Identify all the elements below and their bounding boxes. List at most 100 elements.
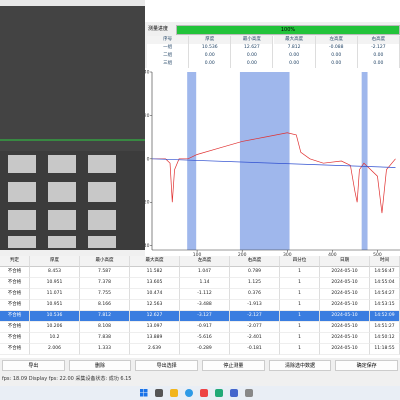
results-cell[interactable]: 13.605 xyxy=(130,278,180,289)
results-cell[interactable]: -3.127 xyxy=(180,311,230,322)
results-cell[interactable]: 2024-05-10 xyxy=(320,344,370,355)
results-cell[interactable]: 0.376 xyxy=(230,289,280,300)
results-cell[interactable]: 2024-05-10 xyxy=(320,333,370,344)
summary-cell: -2.127 xyxy=(358,44,400,52)
results-cell[interactable]: 10.951 xyxy=(30,300,80,311)
results-cell[interactable]: 10.951 xyxy=(30,278,80,289)
results-cell[interactable]: 13.097 xyxy=(130,322,180,333)
results-cell[interactable]: 7.587 xyxy=(80,267,130,278)
results-cell[interactable]: 10.474 xyxy=(130,289,180,300)
results-cell[interactable]: 1.047 xyxy=(180,267,230,278)
results-cell[interactable]: 1 xyxy=(280,289,320,300)
results-cell[interactable]: 14:51:27 xyxy=(370,322,400,333)
results-cell[interactable]: 14:55:04 xyxy=(370,278,400,289)
results-cell[interactable]: 11:18:55 xyxy=(370,344,400,355)
action-button[interactable]: 删除 xyxy=(68,360,132,371)
results-cell[interactable]: 2024-05-10 xyxy=(320,278,370,289)
results-cell[interactable]: 7.378 xyxy=(80,278,130,289)
results-cell[interactable]: -0.289 xyxy=(180,344,230,355)
taskbar-icon[interactable] xyxy=(215,389,223,397)
action-button[interactable]: 导出选择 xyxy=(135,360,198,371)
results-cell[interactable]: 1.333 xyxy=(80,344,130,355)
summary-header: 左高度 xyxy=(315,36,358,44)
taskbar-icon[interactable] xyxy=(185,389,193,397)
results-cell[interactable]: 2.639 xyxy=(130,344,180,355)
start-icon[interactable] xyxy=(140,389,148,397)
results-cell[interactable]: 不合格 xyxy=(0,311,30,322)
x-tick-label: 200 xyxy=(238,252,247,256)
taskbar-icon[interactable] xyxy=(230,389,238,397)
results-cell[interactable]: -0.917 xyxy=(180,322,230,333)
results-cell[interactable]: 2.006 xyxy=(30,344,80,355)
results-cell[interactable]: 8.108 xyxy=(80,322,130,333)
results-cell[interactable]: 2024-05-10 xyxy=(320,311,370,322)
results-cell[interactable]: -0.181 xyxy=(230,344,280,355)
summary-cell: 0.00 xyxy=(231,60,274,68)
results-cell[interactable]: -3.488 xyxy=(180,300,230,311)
results-cell[interactable]: 12.563 xyxy=(130,300,180,311)
results-cell[interactable]: 1 xyxy=(280,333,320,344)
results-cell[interactable]: 1 xyxy=(280,344,320,355)
results-cell[interactable]: 不合格 xyxy=(0,278,30,289)
results-cell[interactable]: -1.913 xyxy=(230,300,280,311)
results-cell[interactable]: 7.755 xyxy=(80,289,130,300)
taskbar-icon[interactable] xyxy=(155,389,163,397)
results-cell[interactable]: 0.789 xyxy=(230,267,280,278)
taskbar-icon[interactable] xyxy=(245,389,253,397)
action-button[interactable]: 导出 xyxy=(2,360,65,371)
results-cell[interactable]: 2024-05-10 xyxy=(320,322,370,333)
results-cell[interactable]: 1 xyxy=(280,311,320,322)
results-cell[interactable]: 不合格 xyxy=(0,267,30,278)
results-header: 时间 xyxy=(370,256,400,267)
results-cell[interactable]: 7.838 xyxy=(80,333,130,344)
results-cell[interactable]: 11.582 xyxy=(130,267,180,278)
results-cell[interactable]: 14:50:12 xyxy=(370,333,400,344)
results-cell[interactable]: 14:52:09 xyxy=(370,311,400,322)
results-cell[interactable]: 14:54:27 xyxy=(370,289,400,300)
y-tick-label: -20 xyxy=(145,200,150,206)
results-cell[interactable]: 不合格 xyxy=(0,300,30,311)
results-cell[interactable]: 1.14 xyxy=(180,278,230,289)
results-cell[interactable]: 13.889 xyxy=(130,333,180,344)
results-cell[interactable]: 2024-05-10 xyxy=(320,267,370,278)
results-cell[interactable]: 14:53:15 xyxy=(370,300,400,311)
results-cell[interactable]: 10.206 xyxy=(30,322,80,333)
results-cell[interactable]: 2024-05-10 xyxy=(320,300,370,311)
results-cell[interactable]: 1 xyxy=(280,267,320,278)
results-cell[interactable]: -2.401 xyxy=(230,333,280,344)
results-cell[interactable]: 1 xyxy=(280,300,320,311)
results-cell[interactable]: 不合格 xyxy=(0,333,30,344)
results-cell[interactable]: 10.2 xyxy=(30,333,80,344)
results-cell[interactable]: 8.453 xyxy=(30,267,80,278)
action-button[interactable]: 确定保存 xyxy=(335,360,398,371)
results-cell[interactable]: 14:56:47 xyxy=(370,267,400,278)
taskbar-icon[interactable] xyxy=(200,389,208,397)
results-cell[interactable]: -1.112 xyxy=(180,289,230,300)
progress-text: 100% xyxy=(280,27,296,33)
results-cell[interactable]: 1 xyxy=(280,278,320,289)
summary-header: 最小高度 xyxy=(231,36,274,44)
results-cell[interactable]: 不合格 xyxy=(0,289,30,300)
results-cell[interactable]: 7.812 xyxy=(80,311,130,322)
results-header: 厚度 xyxy=(30,256,80,267)
x-tick-label: 400 xyxy=(328,252,337,256)
action-button[interactable]: 清除选中数据 xyxy=(268,360,332,371)
results-cell[interactable]: 8.166 xyxy=(80,300,130,311)
results-cell[interactable]: 10.536 xyxy=(30,311,80,322)
results-cell[interactable]: -2.127 xyxy=(230,311,280,322)
results-cell[interactable]: 不合格 xyxy=(0,322,30,333)
results-cell[interactable]: -5.616 xyxy=(180,333,230,344)
results-cell[interactable]: 1.125 xyxy=(230,278,280,289)
results-cell[interactable]: 不合格 xyxy=(0,344,30,355)
y-tick-label: 20 xyxy=(145,113,150,119)
summary-cell: 0.00 xyxy=(358,60,400,68)
results-cell[interactable]: 2024-05-10 xyxy=(320,289,370,300)
taskbar-icon[interactable] xyxy=(170,389,178,397)
summary-cell: 0.00 xyxy=(189,52,232,60)
results-cell[interactable]: 12.627 xyxy=(130,311,180,322)
results-header: 判定 xyxy=(0,256,30,267)
results-cell[interactable]: 11.071 xyxy=(30,289,80,300)
results-cell[interactable]: 1 xyxy=(280,322,320,333)
action-button[interactable]: 停止测量 xyxy=(202,360,265,371)
results-cell[interactable]: -2.077 xyxy=(230,322,280,333)
